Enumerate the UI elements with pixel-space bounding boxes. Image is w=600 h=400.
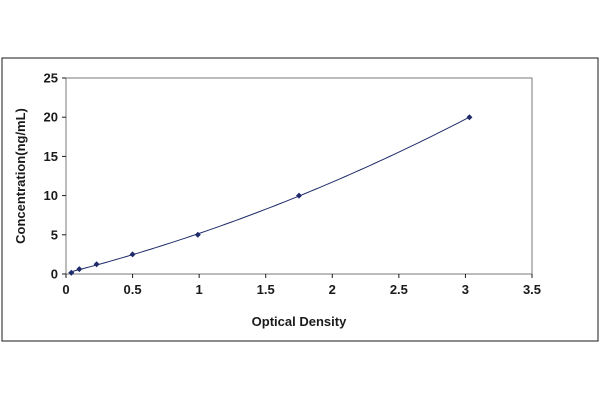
y-axis-title: Concentration(ng/mL) — [13, 108, 28, 244]
fit-curve — [71, 116, 470, 273]
x-tick-label: 0.5 — [124, 282, 142, 297]
plot-area — [65, 77, 533, 275]
data-point — [466, 114, 473, 121]
x-axis-title: Optical Density — [252, 314, 347, 329]
data-point — [76, 266, 83, 273]
x-tick-label: 1 — [196, 282, 203, 297]
x-tick-label: 2 — [329, 282, 336, 297]
data-point — [93, 261, 100, 268]
y-axis: 0 5 10 15 20 25 — [44, 71, 66, 282]
data-point — [129, 251, 136, 258]
x-tick-label: 0 — [62, 282, 69, 297]
data-point — [194, 231, 201, 238]
data-point — [68, 269, 75, 276]
y-tick-label: 5 — [51, 227, 58, 242]
data-points — [68, 114, 473, 276]
y-tick-label: 15 — [44, 149, 58, 164]
y-tick-label: 10 — [44, 188, 58, 203]
y-tick-label: 0 — [51, 267, 58, 282]
x-axis: 0 0.5 1 1.5 2 2.5 3 3.5 — [62, 274, 541, 297]
x-tick-label: 1.5 — [257, 282, 275, 297]
y-tick-label: 20 — [44, 110, 58, 125]
x-tick-label: 3.5 — [523, 282, 541, 297]
x-tick-label: 2.5 — [390, 282, 408, 297]
y-tick-label: 25 — [44, 71, 58, 86]
data-point — [296, 192, 302, 199]
x-tick-label: 3 — [462, 282, 469, 297]
